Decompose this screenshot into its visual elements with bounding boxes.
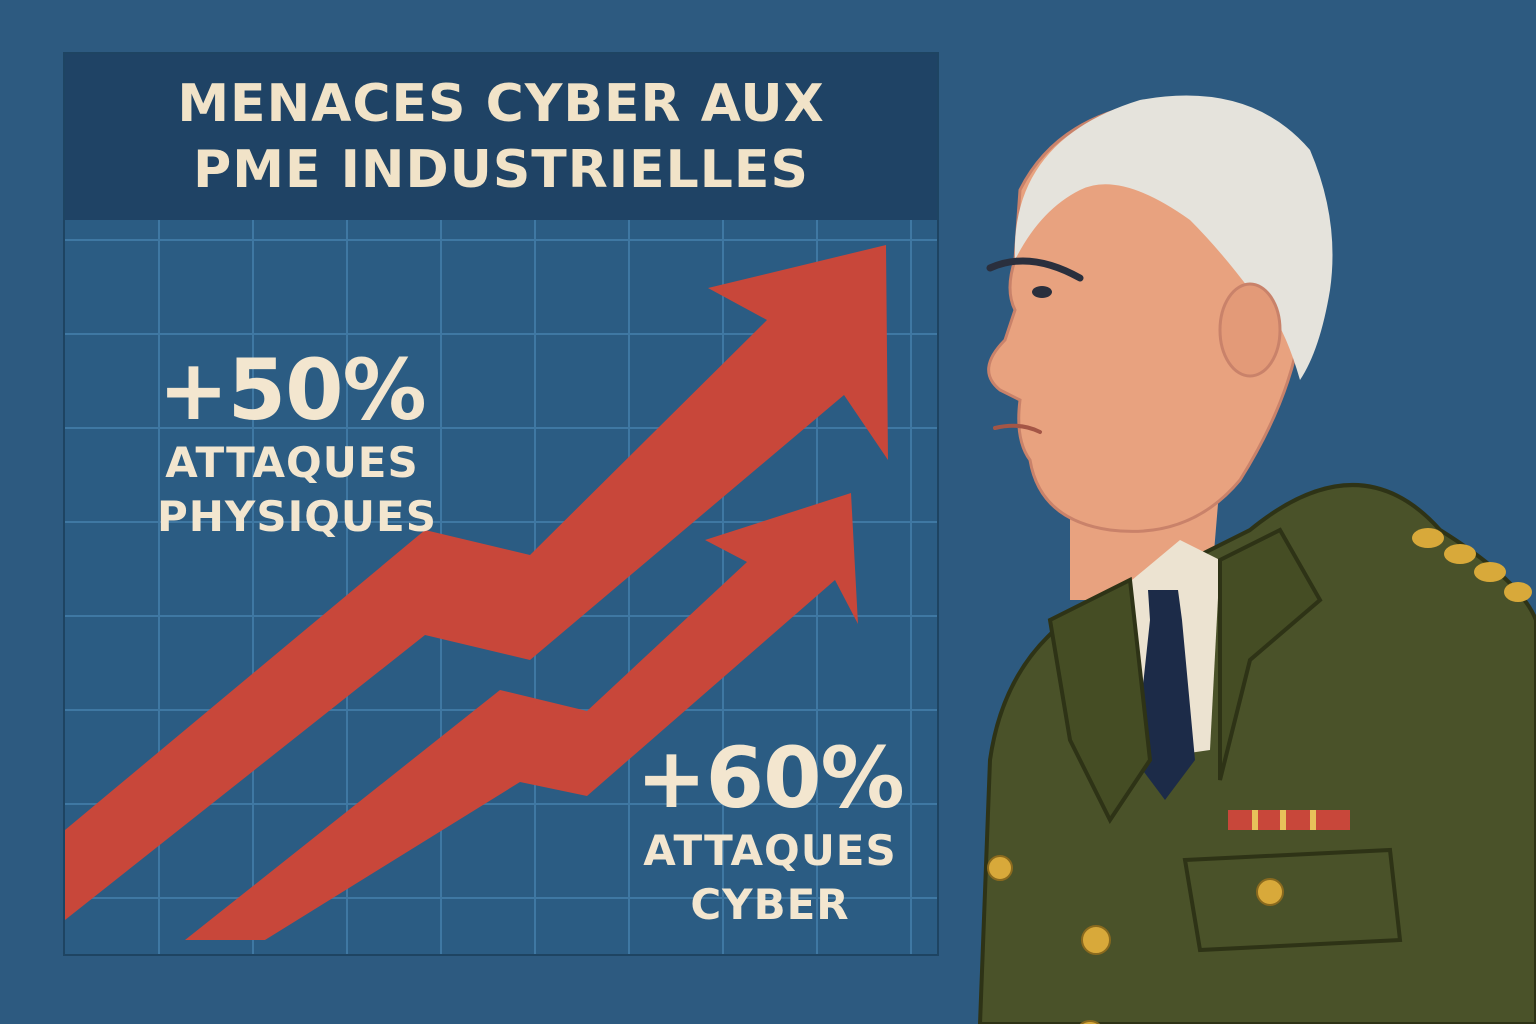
title-line-2: PME INDUSTRIELLES [193, 140, 809, 200]
stat-cyber-value: +60% [636, 729, 904, 827]
officer-ear [1218, 282, 1282, 378]
officer-mouth [993, 423, 1042, 434]
uniform-buttons [987, 855, 1284, 1024]
stat-physical-label-2: PHYSIQUES [157, 492, 437, 541]
stat-cyber-attacks: +60% ATTAQUES CYBER [630, 732, 910, 932]
uniform-pocket [1182, 847, 1403, 953]
stat-physical-label-1: ATTAQUES [165, 438, 419, 487]
officer-lapel-left [1047, 576, 1153, 824]
officer-lapel-right [1218, 527, 1323, 781]
arrow-up-trend-icon [185, 493, 858, 940]
stat-physical-value: +50% [158, 341, 426, 439]
title-bar: MENACES CYBER AUX PME INDUSTRIELLES [65, 54, 937, 220]
officer-brow [986, 257, 1084, 282]
officer-eye [1032, 286, 1052, 298]
title-line-1: MENACES CYBER AUX [177, 74, 825, 134]
medal-ribbon [1228, 810, 1350, 830]
officer-hair [1014, 95, 1333, 381]
arrow-up-trend-icon [65, 245, 888, 920]
chart-panel: MENACES CYBER AUX PME INDUSTRIELLES +50%… [63, 52, 939, 956]
epaulette-dots [1412, 528, 1532, 602]
trend-graphic [65, 220, 937, 954]
stat-cyber-label-2: CYBER [690, 880, 850, 929]
stat-physical-attacks: +50% ATTAQUES PHYSIQUES [157, 341, 437, 544]
officer-illustration [977, 95, 1536, 1024]
stat-cyber-label-1: ATTAQUES [643, 826, 897, 875]
